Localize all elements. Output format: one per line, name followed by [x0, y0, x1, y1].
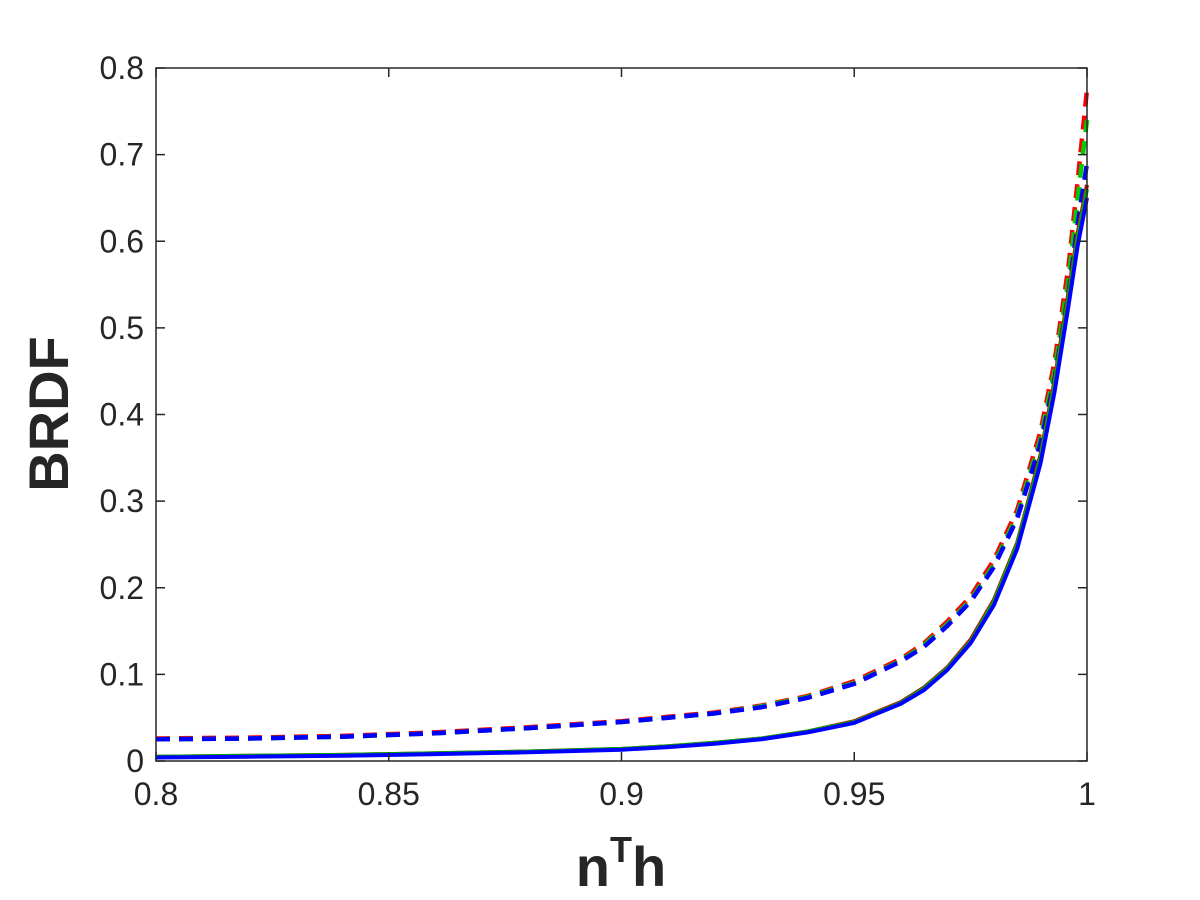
x-axis-label: nTh — [576, 829, 666, 898]
x-axis-ticks: 0.8 0.85 0.9 0.95 1 — [134, 68, 1096, 812]
x-axis-label-base: n — [576, 835, 610, 898]
y-tick-label: 0.7 — [100, 137, 144, 173]
y-axis-label: BRDF — [17, 336, 80, 492]
plot-background — [156, 68, 1087, 761]
y-tick-label: 0.3 — [100, 483, 144, 519]
x-axis-label-tail: h — [632, 835, 666, 898]
y-tick-label: 0.1 — [100, 656, 144, 692]
x-tick-label: 0.85 — [358, 776, 420, 812]
x-tick-label: 0.95 — [823, 776, 885, 812]
series-line-3 — [155, 162, 1090, 742]
x-axis-label-superscript: T — [610, 829, 632, 870]
series-line-6 — [155, 197, 1089, 760]
y-tick-label: 0 — [126, 743, 144, 779]
x-tick-label: 0.9 — [599, 776, 643, 812]
x-tick-label: 1 — [1078, 776, 1096, 812]
x-tick-label: 0.8 — [134, 776, 178, 812]
y-tick-label: 0.5 — [100, 310, 144, 346]
y-tick-label: 0.2 — [100, 570, 144, 606]
y-tick-label: 0.8 — [100, 50, 144, 86]
y-tick-label: 0.4 — [100, 397, 144, 433]
y-tick-label: 0.6 — [100, 223, 144, 259]
y-axis-ticks: 0 0.1 0.2 0.3 0.4 0.5 0.6 0.7 0.8 — [100, 50, 1087, 779]
series-layer — [155, 89, 1090, 760]
